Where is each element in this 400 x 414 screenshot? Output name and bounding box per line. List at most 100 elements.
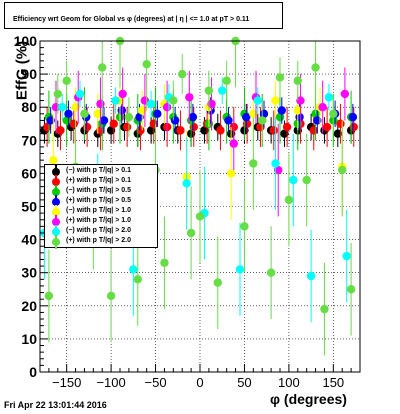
legend-entry: (+) with p T/|q| > 0.5 <box>49 195 159 209</box>
data-point <box>229 139 238 148</box>
data-point <box>186 228 196 238</box>
x-tick-label: 50 <box>237 375 251 390</box>
data-point <box>117 106 126 115</box>
data-point <box>313 116 322 125</box>
data-point <box>138 106 147 115</box>
data-point <box>346 285 356 294</box>
legend-label: (−) with p T/|q| > 0.5 <box>66 187 131 194</box>
data-point <box>277 106 286 115</box>
data-point <box>176 126 185 135</box>
data-point <box>49 155 58 165</box>
data-point <box>118 89 127 99</box>
data-point <box>274 165 283 175</box>
data-point <box>338 165 347 175</box>
data-point <box>44 291 54 301</box>
data-series <box>40 36 358 356</box>
x-tick-label: −50 <box>145 375 167 390</box>
data-point <box>213 278 222 287</box>
legend-entry: (−) with p T/|q| > 0.1 <box>49 165 159 179</box>
data-point <box>204 86 214 95</box>
y-tick-label: 80 <box>21 99 37 115</box>
data-point <box>282 122 292 132</box>
data-point <box>235 265 245 274</box>
data-point <box>242 112 251 122</box>
data-point <box>207 99 216 109</box>
data-point <box>124 112 134 122</box>
y-tick-label: 90 <box>21 66 37 82</box>
legend-label: (−) with p T/|q| > 1.0 <box>66 207 131 214</box>
data-point <box>271 159 280 168</box>
data-point <box>80 109 89 119</box>
data-point <box>170 116 180 125</box>
legend-entry: (−) with p T/|q| > 2.0 <box>49 225 159 239</box>
x-tick-label: 100 <box>278 375 300 390</box>
data-point <box>162 103 172 112</box>
legend-marker <box>52 208 60 216</box>
data-point <box>280 129 289 138</box>
data-point <box>322 122 332 132</box>
legend-marker <box>52 218 60 226</box>
data-point <box>340 89 350 99</box>
data-point <box>93 109 102 119</box>
data-point <box>318 103 327 112</box>
legend-label: (+) with p T/|q| > 0.5 <box>66 197 131 204</box>
data-point <box>109 119 118 128</box>
data-point <box>349 122 358 132</box>
data-point <box>133 275 142 284</box>
legend-label: (+) with p T/|q| > 0.1 <box>66 177 131 184</box>
data-point <box>275 73 285 82</box>
y-tick-label: 100 <box>14 33 38 49</box>
legend: (−) with p T/|q| > 0.1 (+) with p T/|q| … <box>44 164 159 249</box>
data-point <box>75 89 85 99</box>
data-point <box>309 126 318 135</box>
data-point <box>296 96 305 105</box>
legend-entry: (+) with p T/|q| > 0.1 <box>49 175 159 189</box>
data-point <box>266 268 276 277</box>
legend-entry: (+) with p T/|q| > 1.0 <box>49 215 159 229</box>
data-point <box>195 212 205 221</box>
data-point <box>302 175 311 185</box>
data-point <box>46 116 55 125</box>
data-point <box>293 76 302 85</box>
data-point <box>82 122 92 132</box>
data-point <box>324 93 334 102</box>
data-point <box>56 126 65 135</box>
data-point <box>178 69 187 79</box>
data-point <box>311 63 320 72</box>
data-point <box>129 265 138 274</box>
legend-marker <box>52 188 60 196</box>
x-axis-label: φ (degrees) <box>270 391 347 407</box>
chart-title: Efficiency wrt Geom for Global vs φ (deg… <box>13 16 250 23</box>
data-point <box>329 109 338 119</box>
data-point <box>96 99 105 109</box>
data-point <box>71 103 80 112</box>
data-point <box>253 96 262 105</box>
x-tick-label: 0 <box>196 375 203 390</box>
y-tick-label: 70 <box>21 132 37 148</box>
legend-label: (−) with p T/|q| > 2.0 <box>66 227 131 234</box>
timestamp-footer: Fri Apr 22 13:01:44 2016 <box>4 400 107 410</box>
data-point <box>240 222 249 231</box>
data-point <box>106 126 116 135</box>
data-point <box>224 116 233 125</box>
data-point <box>271 96 280 105</box>
data-point <box>226 169 236 178</box>
data-point <box>122 122 132 132</box>
data-point <box>348 112 358 122</box>
legend-marker <box>52 168 60 176</box>
data-point <box>153 109 162 119</box>
data-point <box>342 251 351 261</box>
legend-label: (+) with p T/|q| > 2.0 <box>66 237 131 244</box>
data-point <box>333 129 342 138</box>
data-point <box>320 304 329 314</box>
y-tick-label: 20 <box>21 298 37 314</box>
y-tick-label: 10 <box>21 331 37 347</box>
legend-label: (+) with p T/|q| > 1.0 <box>66 217 131 224</box>
data-point <box>149 119 158 128</box>
data-point <box>111 96 120 105</box>
data-point <box>160 258 169 267</box>
x-tick-label: −150 <box>52 375 81 390</box>
data-point <box>258 116 267 125</box>
data-point <box>284 195 294 205</box>
